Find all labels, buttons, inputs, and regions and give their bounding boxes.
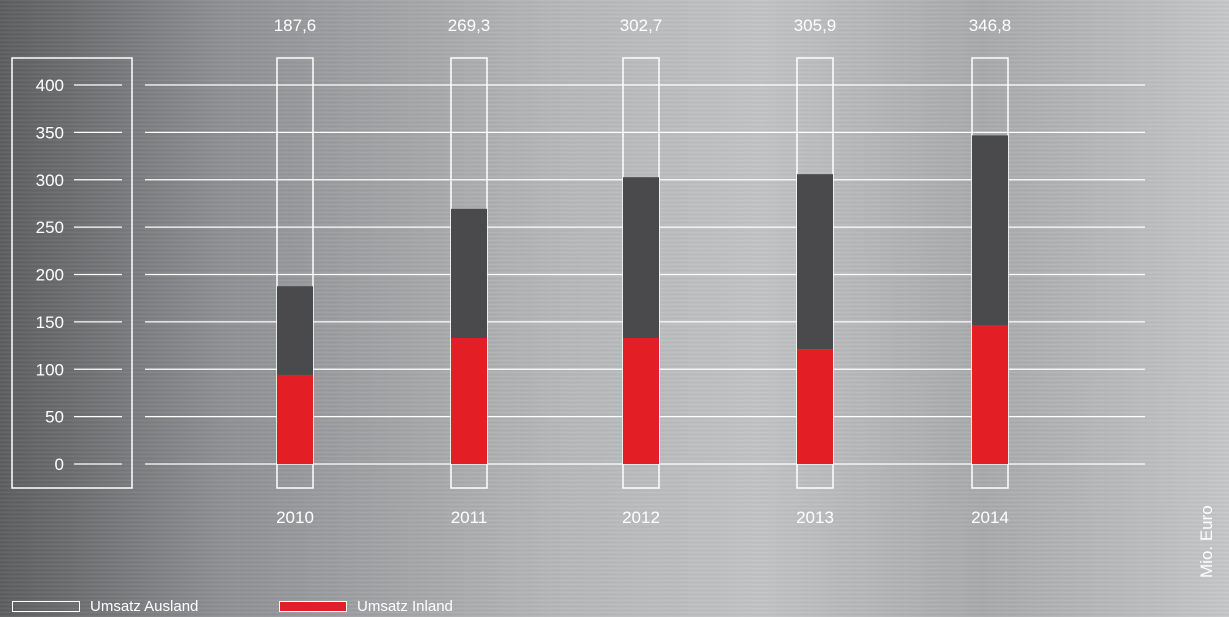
bar-segment-inland — [797, 349, 833, 464]
bar-total-label: 187,6 — [274, 16, 317, 35]
bar-segment-ausland — [972, 135, 1008, 326]
unit-label: Mio. Euro — [1197, 505, 1216, 578]
bar-segment-ausland — [277, 286, 313, 375]
bar-segment-inland — [451, 337, 487, 464]
legend-item-ausland: Umsatz Ausland — [12, 596, 198, 616]
bar-segment-ausland — [451, 208, 487, 338]
bars: 187,6 2010 269,3 2011 302,7 2012 305,9 2013 346,… — [274, 16, 1012, 527]
bar-segment-inland — [623, 337, 659, 464]
y-tick-label: 150 — [36, 313, 64, 332]
legend-label-ausland: Umsatz Ausland — [90, 597, 199, 615]
bar-segment-inland — [277, 374, 313, 464]
bar-total-label: 346,8 — [969, 16, 1012, 35]
bar-total-label: 269,3 — [448, 16, 491, 35]
y-tick-label: 100 — [36, 360, 64, 379]
legend-label-inland: Umsatz Inland — [357, 597, 453, 615]
legend-swatch-ausland — [12, 600, 80, 612]
bar-total-label: 302,7 — [620, 16, 663, 35]
x-category-label: 2012 — [622, 508, 660, 527]
bar-segment-inland — [972, 325, 1008, 464]
y-tick-label: 0 — [55, 455, 64, 474]
bar-frame — [276, 57, 314, 489]
x-category-label: 2010 — [276, 508, 314, 527]
y-tick-label: 400 — [36, 76, 64, 95]
legend-swatch-inland — [279, 600, 347, 612]
y-tick-label: 250 — [36, 218, 64, 237]
bar-segment-ausland — [797, 174, 833, 350]
y-axis-frame — [11, 57, 133, 489]
x-category-label: 2011 — [451, 508, 488, 527]
y-tick-label: 200 — [36, 266, 64, 285]
legend-item-inland: Umsatz Inland — [279, 596, 453, 616]
y-tick-label: 300 — [36, 171, 64, 190]
bar-total-label: 305,9 — [794, 16, 837, 35]
y-tick-label: 50 — [45, 408, 64, 427]
x-category-label: 2014 — [971, 508, 1009, 527]
y-tick-label: 350 — [36, 123, 64, 142]
bar-segment-ausland — [623, 177, 659, 338]
y-axis-ticks: 0 50 100 150 200 250 300 350 400 — [36, 76, 122, 474]
x-category-label: 2013 — [796, 508, 834, 527]
